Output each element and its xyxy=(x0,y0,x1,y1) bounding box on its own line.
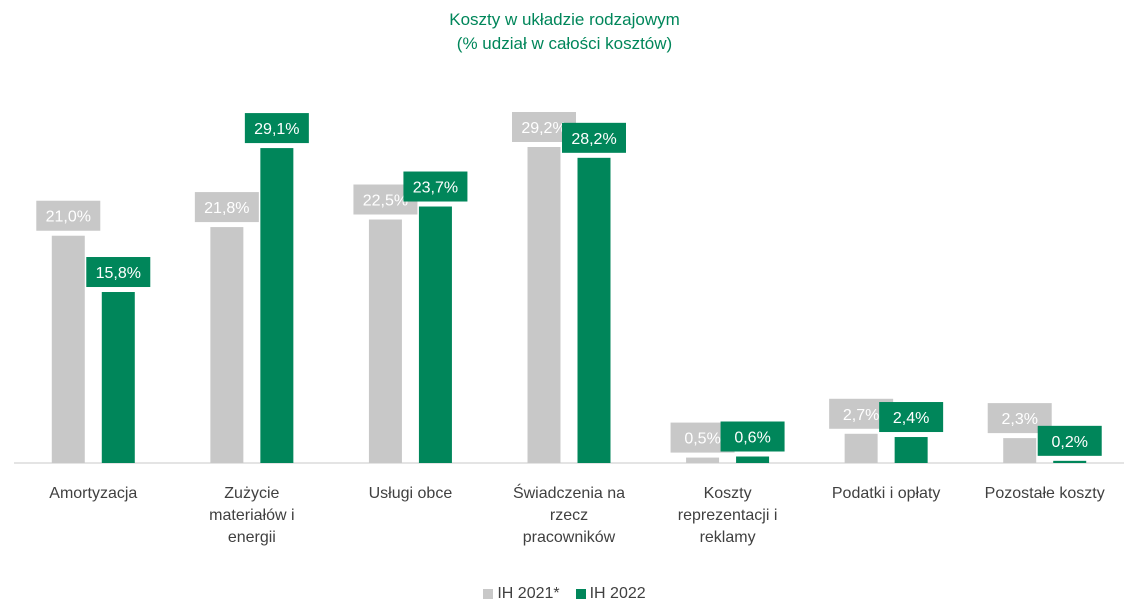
data-label-2022-2: 23,7% xyxy=(413,180,458,197)
chart-title: Koszty w układzie rodzajowym (% udział w… xyxy=(0,8,1129,56)
bar-2021-5 xyxy=(844,433,878,463)
legend-swatch-2022 xyxy=(575,589,586,599)
category-label-3: Świadczenia na rzecz pracowników xyxy=(513,483,625,546)
data-label-2021-4: 0,5% xyxy=(684,431,720,448)
bar-2022-0 xyxy=(101,292,135,463)
data-label-2021-5: 2,7% xyxy=(843,407,879,424)
data-label-2022-4: 0,6% xyxy=(734,430,770,447)
data-label-2021-0: 21,0% xyxy=(46,209,91,226)
category-label-2: Usługi obce xyxy=(369,485,453,502)
data-label-2021-2: 22,5% xyxy=(363,193,408,210)
data-label-2022-1: 29,1% xyxy=(254,121,299,138)
data-label-box-2022-0 xyxy=(86,257,151,288)
bar-2021-3 xyxy=(527,147,561,463)
chart-subtitle-line: (% udział w całości kosztów) xyxy=(456,34,673,53)
legend-label-2022: IH 2022 xyxy=(589,585,646,602)
category-label-0: Amortyzacja xyxy=(49,485,137,502)
bar-2022-1 xyxy=(260,148,294,463)
data-label-box-2022-6 xyxy=(1037,425,1102,456)
data-label-box-2022-5 xyxy=(879,402,944,433)
category-label-4: Koszty reprezentacji i reklamy xyxy=(678,485,778,546)
bar-2021-1 xyxy=(210,227,244,463)
bar-2021-0 xyxy=(51,235,85,463)
bar-2022-6 xyxy=(1053,460,1087,463)
chart-title-line: Koszty w układzie rodzajowym xyxy=(449,10,680,29)
data-label-2021-1: 21,8% xyxy=(204,200,249,217)
data-label-box-2021-0 xyxy=(36,200,101,231)
bar-2022-3 xyxy=(577,157,611,464)
category-label-1: Zużycie materiałów i energii xyxy=(209,485,294,546)
category-label-6: Pozostałe koszty xyxy=(985,485,1105,502)
data-label-2022-6: 0,2% xyxy=(1051,434,1087,451)
data-label-2021-6: 2,3% xyxy=(1001,411,1037,428)
bar-2022-4 xyxy=(736,456,770,463)
data-label-box-2022-2 xyxy=(403,171,468,202)
bar-2022-2 xyxy=(418,206,452,463)
legend-swatch-2021 xyxy=(483,589,494,599)
data-label-box-2022-1 xyxy=(244,113,309,144)
legend-item-2021: IH 2021* xyxy=(483,585,560,603)
data-label-box-2021-1 xyxy=(194,192,259,223)
data-label-box-2022-3 xyxy=(562,122,626,153)
legend-item-2022: IH 2022 xyxy=(575,585,646,603)
category-label-5: Podatki i opłaty xyxy=(832,485,941,502)
data-label-2021-3: 29,2% xyxy=(521,120,566,137)
data-label-2022-0: 15,8% xyxy=(96,265,141,282)
data-label-2022-3: 28,2% xyxy=(571,131,616,148)
legend-label-2021: IH 2021* xyxy=(497,585,560,602)
data-label-box-2022-4 xyxy=(720,421,785,452)
bar-2021-4 xyxy=(686,457,720,463)
bar-2021-2 xyxy=(368,219,402,463)
legend: IH 2021* IH 2022 xyxy=(0,585,1129,603)
bar-2022-5 xyxy=(894,437,928,463)
data-label-2022-5: 2,4% xyxy=(893,410,929,427)
bar-2021-6 xyxy=(1003,438,1037,463)
